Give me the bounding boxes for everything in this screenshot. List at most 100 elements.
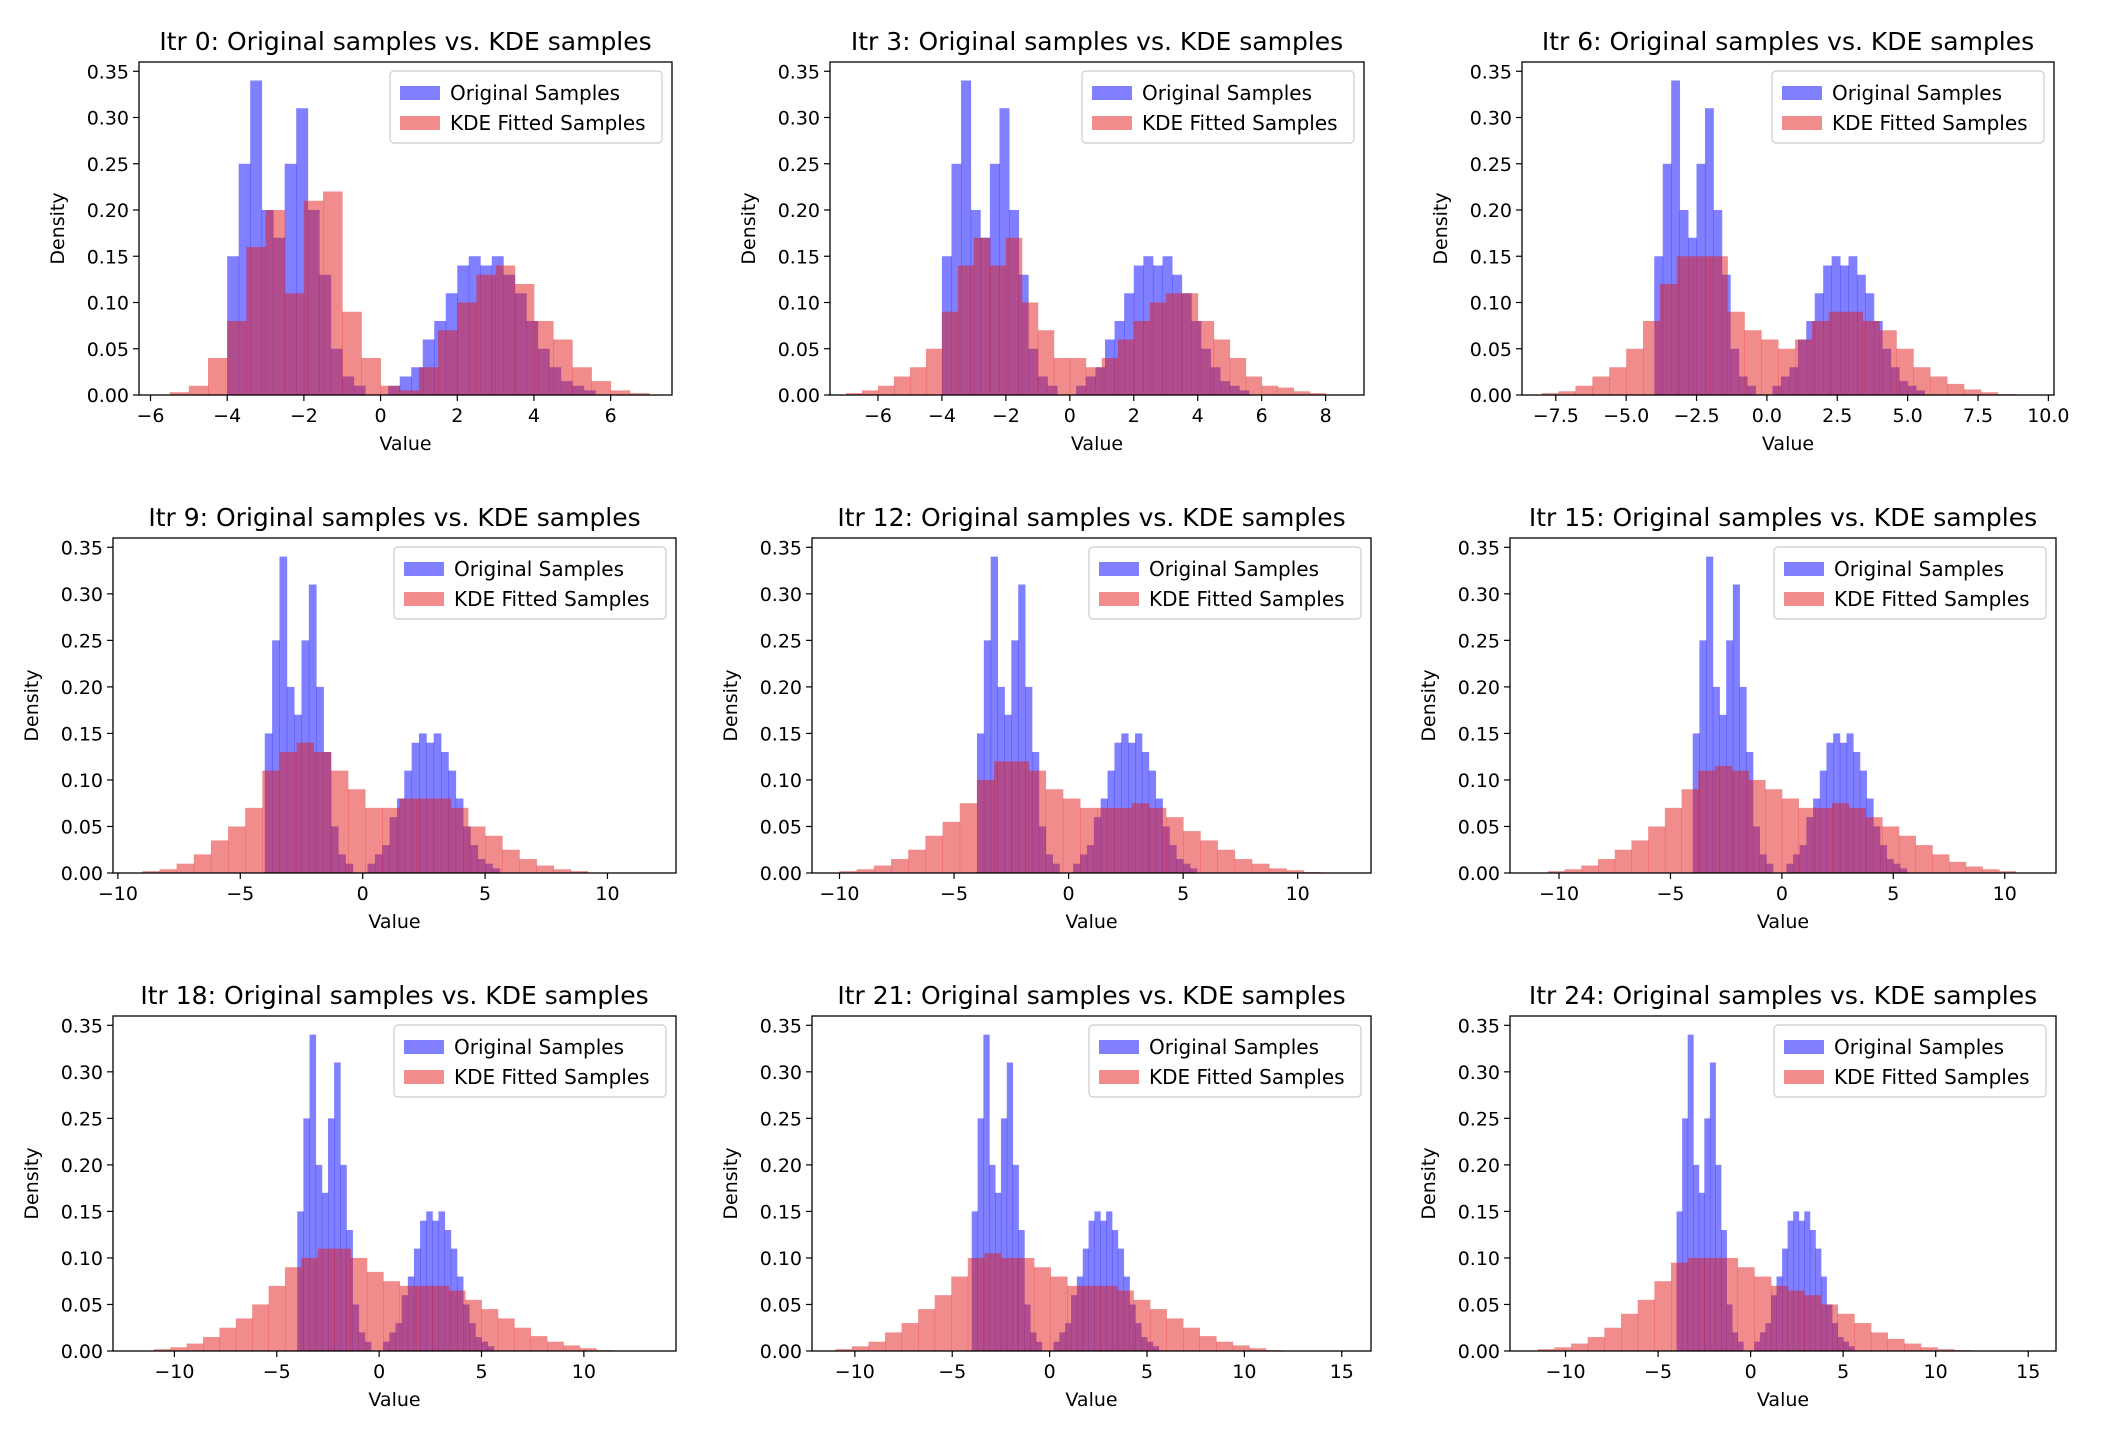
histogram-bar [1693,256,1711,395]
legend-box [389,70,663,144]
histogram-bar [1947,383,1965,395]
x-tick-label: 5 [1837,1361,1849,1383]
y-tick-label: 0.30 [1470,108,1512,130]
histogram-bar [553,339,573,395]
x-tick-label: 0 [1776,883,1788,905]
y-tick-label: 0.00 [61,863,103,885]
x-tick-label: −2 [290,405,318,427]
histogram-bar [941,311,959,395]
histogram-bar [284,1267,302,1351]
legend: Original Samples KDE Fitted Samples [393,546,667,620]
y-tick-label: 0.00 [760,863,802,885]
histogram-bar [323,191,343,395]
histogram-bar [1028,770,1047,873]
legend-label: Original Samples [1149,1035,1319,1059]
chart-panel-4: Itr 12: Original samples vs. KDE samples… [720,503,1372,933]
histogram-bars [169,80,650,395]
histogram-bar [1094,1211,1101,1351]
histogram-bar [1662,163,1672,395]
histogram-bar [497,1318,515,1351]
histogram-bar [457,302,477,395]
histogram-bar [984,1253,1002,1351]
histogram-bar [845,393,863,395]
histogram-bar [1643,321,1661,395]
histogram-bar [868,1341,886,1351]
histogram-bar [327,1118,335,1351]
legend-box [1088,1024,1362,1098]
histogram-bar [495,265,516,395]
legend-swatch [1784,592,1824,606]
histogram-bar [1687,1257,1705,1351]
histogram-bar [1862,321,1880,395]
chart-title: Itr 3: Original samples vs. KDE samples [851,27,1343,56]
histogram-bar [1133,1299,1151,1351]
x-tick-label: −7.5 [1533,405,1579,427]
y-tick-label: 0.15 [87,246,129,268]
histogram-bar [432,1285,450,1351]
y-tick-label: 0.20 [1458,677,1500,699]
histogram-bar [502,849,520,873]
histogram-bar [219,1327,237,1351]
y-tick-label: 0.10 [778,293,820,315]
histogram-bar [208,358,228,395]
histogram-bar [366,1271,384,1351]
x-tick-label: −5.0 [1603,405,1649,427]
x-tick-label: 4 [1192,405,1204,427]
legend-label: KDE Fitted Samples [1834,1065,2030,1089]
histogram-bar [361,358,381,395]
x-tick-label: 10 [1232,1361,1256,1383]
histogram-bar [169,392,190,395]
x-tick-label: −5 [1656,883,1684,905]
histogram-bar [1045,789,1064,873]
y-tick-label: 0.10 [61,770,103,792]
x-tick-label: 10 [1286,883,1310,905]
histogram-bar [533,321,554,395]
histogram-bar [284,163,297,395]
y-tick-label: 0.25 [778,154,820,176]
histogram-bar [1183,831,1201,873]
histogram-bar [1581,865,1599,873]
histogram-bar [989,265,1007,395]
histogram-bar [1715,765,1733,873]
x-tick-label: 0 [1064,405,1076,427]
x-tick-label: 10 [1924,1361,1948,1383]
histogram-bar [1537,1349,1555,1351]
chart-title: Itr 9: Original samples vs. KDE samples [148,503,640,532]
histogram-bars [153,1034,613,1351]
histogram-bar [1848,807,1866,873]
chart-panel-0: Itr 0: Original samples vs. KDE samples 0… [47,27,673,455]
axes-frame [1521,61,2055,396]
histogram-bar [990,556,998,873]
histogram-bar [1913,367,1931,395]
histogram-bar [279,556,288,873]
histogram-bar [1744,330,1762,395]
histogram-bar [250,80,263,395]
x-tick-label: 2 [451,405,463,427]
x-tick-label: 5 [475,1361,487,1383]
histogram-bar [476,274,497,395]
histogram-bar [1114,807,1132,873]
histogram-bar [1687,1034,1694,1351]
y-tick-label: 0.20 [760,1155,802,1177]
histogram-bar [1069,358,1087,395]
histogram-bar [951,163,962,395]
histogram-bar [1018,584,1026,873]
x-tick-label: 15 [1330,1361,1354,1383]
histogram-bar [1621,1313,1639,1351]
histogram-bar [399,798,417,873]
histogram-bar [1165,817,1184,873]
y-tick-label: 0.15 [1458,1201,1500,1223]
histogram-bar [1245,376,1263,395]
x-tick-label: −2 [992,405,1020,427]
x-tick-label: 2.5 [1822,405,1852,427]
legend: Original Samples KDE Fitted Samples [389,70,663,144]
histogram-bar [1117,339,1135,395]
histogram-bar [1598,859,1616,873]
histogram-bar [1067,1285,1085,1351]
histogram-bar [1199,1336,1217,1351]
histogram-bars [835,1034,1283,1351]
histogram-bar [1811,321,1830,395]
histogram-bar [365,807,383,873]
histogram-bar [994,761,1012,873]
histogram-bar [317,1248,335,1351]
